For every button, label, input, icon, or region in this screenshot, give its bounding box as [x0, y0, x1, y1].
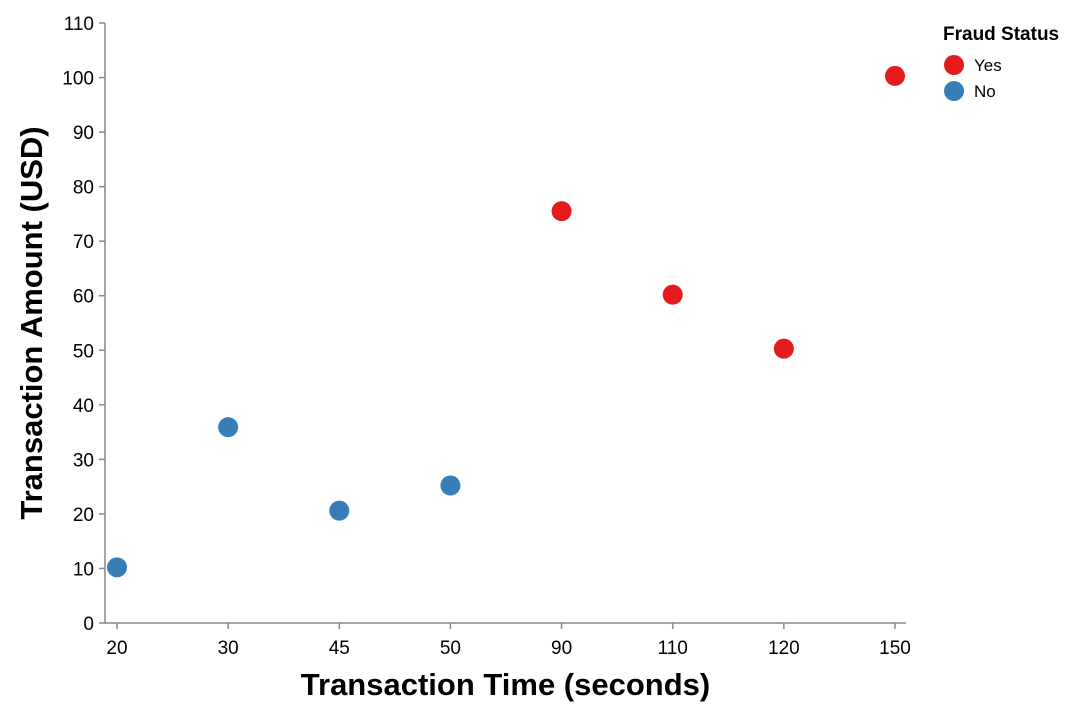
y-tick-label: 110: [64, 14, 94, 35]
x-tick-label: 110: [658, 638, 688, 659]
data-point-yes[interactable]: [662, 284, 683, 305]
y-axis-title: Transaction Amount (USD): [14, 126, 49, 519]
data-point-yes[interactable]: [773, 338, 794, 359]
y-tick-label: 90: [73, 123, 94, 144]
legend-swatch-yes: [944, 55, 964, 75]
x-tick-label: 20: [106, 638, 127, 659]
y-tick-label: 100: [62, 69, 94, 90]
y-axis: 0 10 20 30 40 50 60 70 80 90 100 110: [62, 14, 106, 635]
x-axis-title: Transaction Time (seconds): [301, 667, 710, 702]
y-tick-label: 70: [73, 232, 94, 253]
data-point-yes[interactable]: [885, 65, 905, 86]
legend-entries: Yes No: [944, 55, 1002, 101]
y-tick-label: 40: [73, 396, 94, 417]
y-tick-label: 0: [83, 614, 94, 635]
legend-label-yes: Yes: [974, 56, 1002, 75]
y-tick-label: 10: [73, 559, 94, 580]
data-point-yes[interactable]: [551, 201, 572, 222]
data-point-no[interactable]: [440, 475, 461, 496]
data-point-no[interactable]: [329, 500, 350, 521]
y-tick-label: 20: [73, 505, 94, 526]
y-tick-label: 80: [73, 178, 94, 199]
y-tick-label: 60: [73, 287, 94, 308]
x-axis: 20 30 45 50 90 110 120 150: [105, 622, 911, 659]
x-tick-label: 150: [879, 638, 911, 659]
x-tick-label: 45: [329, 638, 350, 659]
data-point-no[interactable]: [218, 417, 239, 438]
x-tick-label: 120: [768, 638, 800, 659]
data-point-no[interactable]: [107, 557, 127, 578]
y-tick-label: 30: [73, 450, 94, 471]
legend-title: Fraud Status: [943, 24, 1059, 45]
x-tick-label: 90: [551, 638, 572, 659]
x-tick-label: 30: [218, 638, 239, 659]
data-points: [107, 65, 905, 578]
y-tick-label: 50: [73, 341, 94, 362]
legend-label-no: No: [974, 82, 996, 101]
legend: Fraud Status Yes No: [943, 24, 1059, 101]
x-tick-label: 50: [440, 638, 461, 659]
legend-swatch-no: [944, 81, 964, 101]
